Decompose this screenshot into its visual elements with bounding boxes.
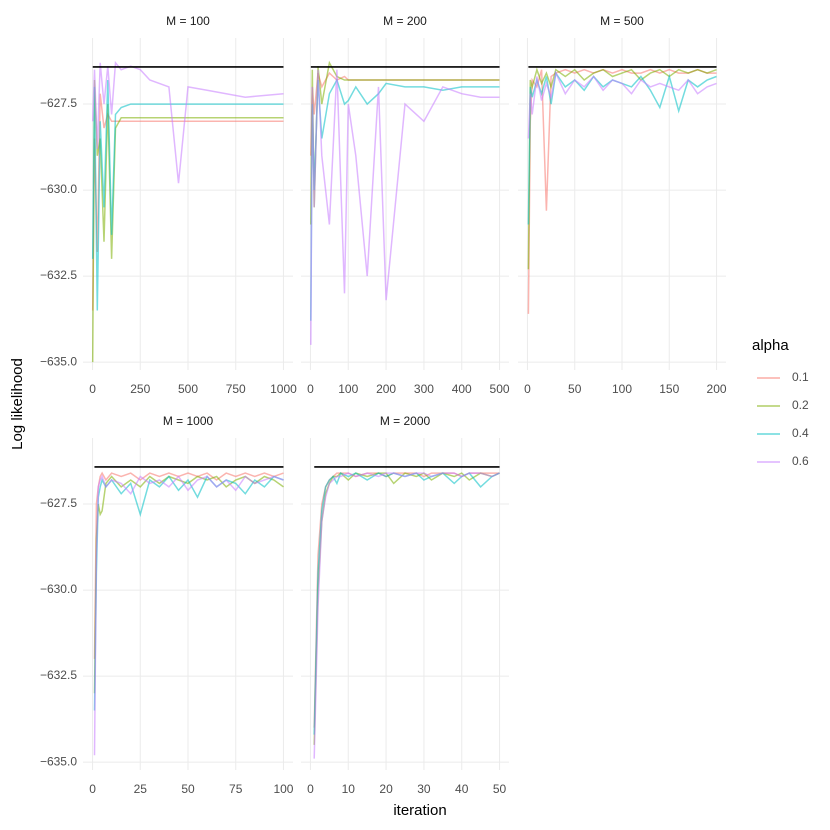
x-tick-label: 0 [307, 782, 314, 796]
x-tick-label: 30 [417, 782, 431, 796]
x-tick-label: 0 [524, 382, 531, 396]
x-tick-label: 100 [612, 382, 632, 396]
series-line [93, 475, 284, 694]
facet-title: M = 1000 [163, 414, 214, 428]
x-tick-label: 200 [376, 382, 396, 396]
x-tick-label: 300 [414, 382, 434, 396]
y-tick-label: −630.0 [40, 582, 77, 596]
legend-label: 0.2 [792, 398, 809, 412]
x-tick-label: 0 [89, 782, 96, 796]
y-tick-label: −632.5 [40, 268, 77, 282]
x-tick-label: 0 [89, 382, 96, 396]
series-line [313, 472, 500, 735]
x-tick-label: 500 [178, 382, 198, 396]
x-tick-label: 10 [342, 782, 356, 796]
y-tick-label: −635.0 [40, 354, 77, 368]
x-tick-label: 20 [379, 782, 393, 796]
x-tick-label: 400 [452, 382, 472, 396]
x-tick-label: 200 [707, 382, 727, 396]
x-tick-label: 100 [338, 382, 358, 396]
series-line [313, 472, 500, 745]
x-tick-label: 50 [493, 782, 507, 796]
x-tick-label: 25 [134, 782, 148, 796]
series-line [310, 69, 500, 345]
x-tick-label: 0 [307, 382, 314, 396]
x-tick-label: 1000 [270, 382, 297, 396]
legend-title: alpha [752, 337, 789, 354]
y-tick-label: −627.5 [40, 496, 77, 510]
x-tick-label: 100 [273, 782, 293, 796]
x-tick-label: 50 [568, 382, 582, 396]
facet-title: M = 100 [166, 14, 210, 28]
facet-title: M = 200 [383, 14, 427, 28]
x-tick-label: 750 [226, 382, 246, 396]
series-line [527, 67, 717, 270]
y-tick-label: −632.5 [40, 668, 77, 682]
series-line [91, 93, 284, 311]
facet-title: M = 500 [600, 14, 644, 28]
y-axis-title: Log likelihood [9, 358, 26, 450]
series-line [93, 474, 284, 756]
legend-label: 0.6 [792, 454, 809, 468]
series-line [313, 472, 500, 728]
series-line [527, 71, 717, 225]
series-line [91, 79, 284, 311]
series-line [93, 475, 284, 711]
y-tick-label: −630.0 [40, 182, 77, 196]
x-tick-label: 40 [455, 782, 469, 796]
y-tick-label: −627.5 [40, 96, 77, 110]
legend-label: 0.1 [792, 370, 809, 384]
x-tick-label: 75 [229, 782, 243, 796]
x-tick-label: 150 [659, 382, 679, 396]
x-tick-label: 500 [490, 382, 510, 396]
legend-label: 0.4 [792, 426, 809, 440]
x-tick-label: 250 [130, 382, 150, 396]
facet-title: M = 2000 [380, 414, 431, 428]
series-line [527, 70, 717, 139]
series-line [313, 472, 500, 759]
y-tick-label: −635.0 [40, 754, 77, 768]
x-axis-title: iteration [393, 802, 446, 819]
x-tick-label: 50 [181, 782, 195, 796]
series-line [93, 471, 284, 659]
